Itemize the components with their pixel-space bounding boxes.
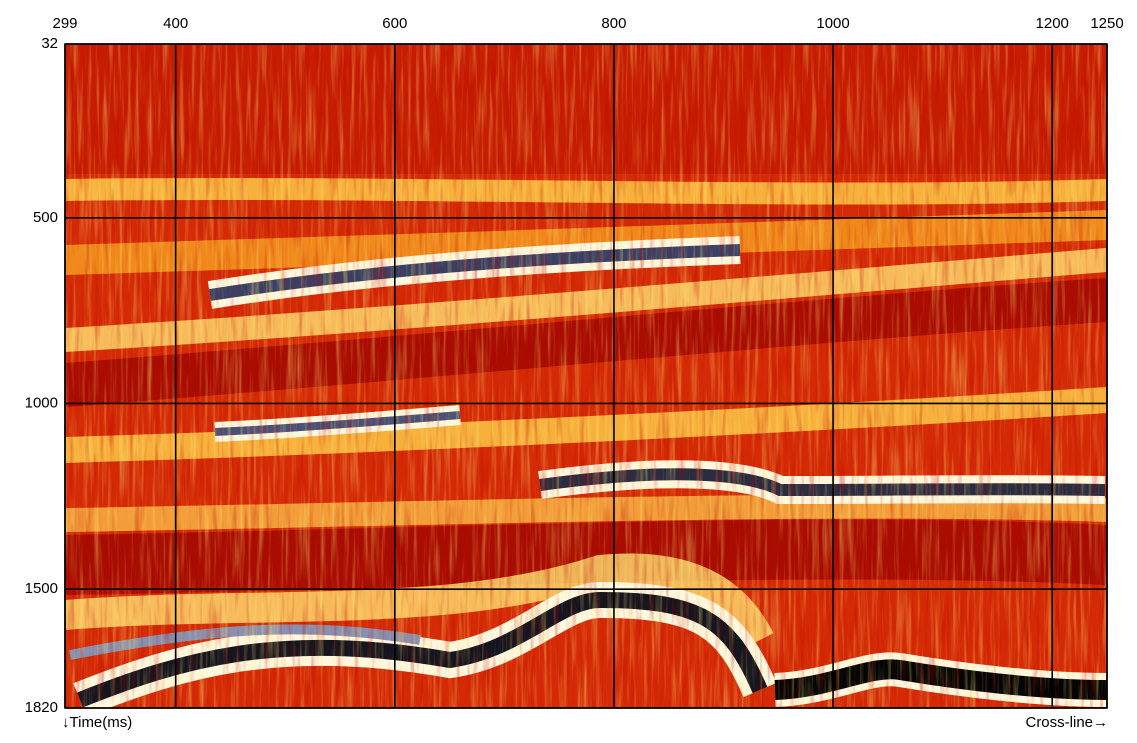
x-tick-label: 299 bbox=[52, 15, 77, 32]
x-tick-label: 400 bbox=[163, 15, 188, 32]
x-axis-label: Cross-line→ bbox=[1025, 714, 1108, 731]
x-tick-label: 600 bbox=[382, 15, 407, 32]
y-axis-label: ↓Time(ms) bbox=[62, 714, 132, 731]
x-tick-label: 1250 bbox=[1090, 15, 1123, 32]
x-tick-label: 1000 bbox=[816, 15, 849, 32]
seismic-image bbox=[65, 44, 1107, 708]
y-tick-label: 32 bbox=[41, 35, 58, 52]
y-tick-label: 1500 bbox=[25, 580, 58, 597]
y-tick-label: 1820 bbox=[25, 699, 58, 716]
y-tick-label: 500 bbox=[33, 209, 58, 226]
x-tick-label: 1200 bbox=[1036, 15, 1069, 32]
x-tick-label: 800 bbox=[601, 15, 626, 32]
y-tick-label: 1000 bbox=[25, 394, 58, 411]
